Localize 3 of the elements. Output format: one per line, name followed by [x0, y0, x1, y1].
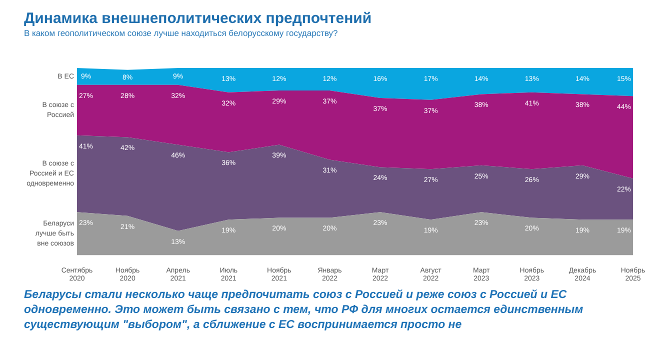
text: Беларусы стали несколько чаще предпочитать союз с Россией и реже союз с Россией и ЕС одновременно. Это может быть связано с тем, что РФ для многих остается единственным существующим "выбором", а сближение с ЕС воспринимается просто не: [24, 288, 584, 333]
chart-subtitle: В каком геополитическом союзе лучше находиться белорусскому государству?: [24, 28, 338, 38]
chart-title: Динамика внешнеполитических предпочтений: [24, 10, 372, 27]
